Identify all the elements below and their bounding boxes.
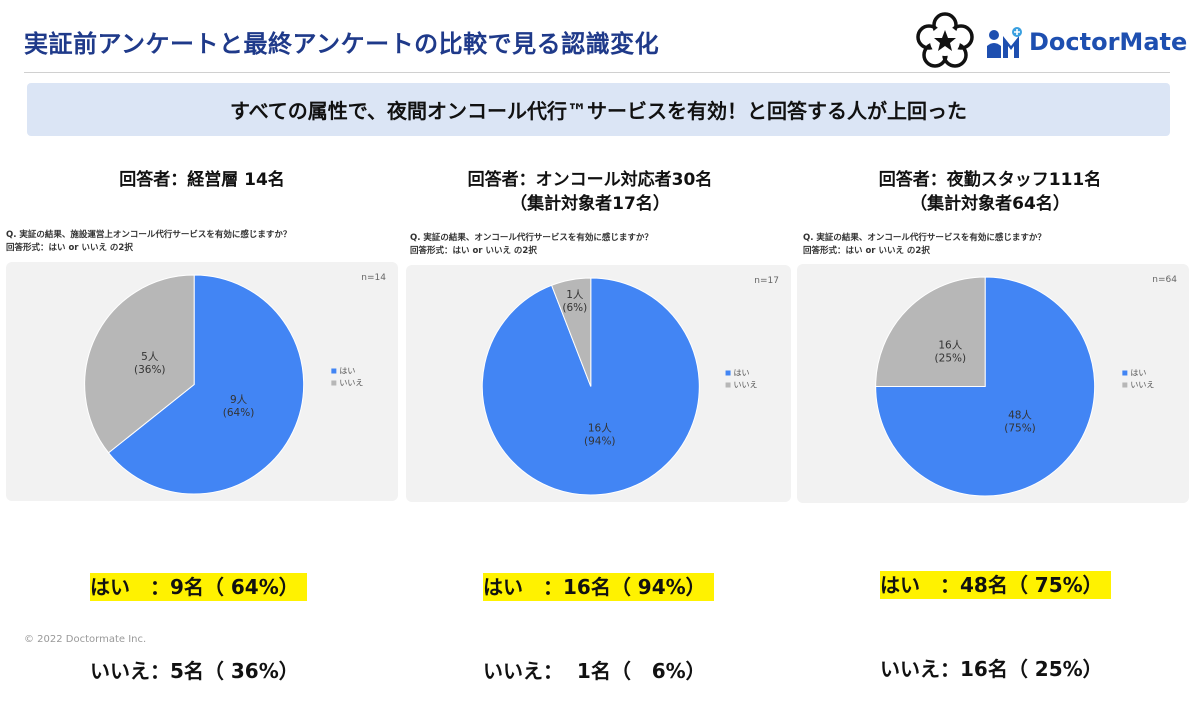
answer-format-text: 回答形式：はい or いいえ の2択 bbox=[6, 243, 133, 253]
result-yes: はい ：48名（ 75%） bbox=[880, 571, 1111, 599]
slice-label: 1人 bbox=[566, 289, 584, 301]
panel-3-results: はい ：48名（ 75%） いいえ：16名（ 25%） bbox=[880, 515, 1111, 711]
slice-label: 16人 bbox=[588, 422, 612, 434]
panel-1-question: Q. 実証の結果、施設運営上オンコール代行サービスを有効に感じますか？ 回答形式… bbox=[6, 229, 291, 255]
legend-swatch bbox=[725, 382, 731, 388]
slice-label: 5人 bbox=[141, 351, 159, 363]
copyright-footer: © 2022 Doctormate Inc. bbox=[24, 634, 147, 645]
panel-3-header: 回答者：夜勤スタッフ111名 （集計対象者64名） bbox=[878, 170, 1102, 214]
result-yes: はい ：9名（ 64%） bbox=[90, 573, 307, 601]
legend-label: はい bbox=[1130, 369, 1146, 378]
panel-1-results: はい ：9名（ 64%） いいえ：5名（ 36%） bbox=[90, 517, 307, 713]
answer-format-text: 回答形式：はい or いいえ の2択 bbox=[803, 246, 930, 256]
sample-size-label: n=17 bbox=[754, 276, 779, 286]
slice-label: 9人 bbox=[230, 394, 248, 406]
pie-slice-はい bbox=[107, 274, 305, 495]
pie-chart-3: 48人 (75%) 16人 (25%) n=64 はいいいえ bbox=[797, 264, 1189, 503]
pie-chart-1: 9人 (64%) 5人 (36%) n=14 はいいいえ bbox=[6, 262, 398, 501]
slice-label: (64%) bbox=[223, 407, 255, 419]
question-text: Q. 実証の結果、オンコール代行サービスを有効に感じますか？ bbox=[410, 233, 653, 243]
legend-swatch bbox=[331, 368, 337, 374]
slice-label: (6%) bbox=[562, 302, 587, 314]
slice-label: 48人 bbox=[1008, 409, 1032, 421]
panel-1-header: 回答者：経営層 14名 bbox=[119, 170, 285, 190]
legend-label: はい bbox=[734, 369, 750, 378]
result-no: いいえ： 1名（ 6%） bbox=[483, 659, 706, 683]
result-no: いいえ：16名（ 25%） bbox=[880, 657, 1103, 681]
legend-swatch bbox=[725, 370, 731, 376]
legend-label: いいえ bbox=[339, 379, 363, 388]
logos: DoctorMate bbox=[915, 12, 1187, 68]
slice-label: (25%) bbox=[935, 353, 967, 365]
pie-slice-いいえ bbox=[550, 277, 592, 387]
legend-swatch bbox=[1122, 382, 1128, 388]
sample-size-label: n=14 bbox=[361, 273, 386, 283]
panel-2-header: 回答者：オンコール対応者30名 （集計対象者17名） bbox=[467, 170, 713, 214]
panel-2-results: はい ：16名（ 94%） いいえ： 1名（ 6%） bbox=[483, 517, 714, 713]
panel-3-question: Q. 実証の結果、オンコール代行サービスを有効に感じますか？ 回答形式：はい o… bbox=[803, 232, 1046, 258]
result-no: いいえ：5名（ 36%） bbox=[90, 659, 299, 683]
question-text: Q. 実証の結果、オンコール代行サービスを有効に感じますか？ bbox=[803, 233, 1046, 243]
pie-chart-2: 16人 (94%) 1人 (6%) n=17 はいいいえ bbox=[406, 265, 791, 502]
summary-banner: すべての属性で、夜間オンコール代行™サービスを有効！と回答する人が上回った bbox=[27, 83, 1170, 136]
result-yes: はい ：16名（ 94%） bbox=[483, 573, 714, 601]
legend-label: いいえ bbox=[1130, 381, 1154, 390]
doctormate-icon bbox=[987, 27, 1022, 58]
flower-emblem-icon bbox=[916, 12, 974, 68]
question-text: Q. 実証の結果、施設運営上オンコール代行サービスを有効に感じますか？ bbox=[6, 230, 292, 240]
legend-label: いいえ bbox=[734, 381, 758, 390]
answer-format-text: 回答形式：はい or いいえ の2択 bbox=[410, 246, 537, 256]
legend-swatch bbox=[331, 380, 337, 386]
slice-label: (94%) bbox=[584, 435, 616, 447]
slice-label: 16人 bbox=[938, 340, 962, 352]
panel-2-question: Q. 実証の結果、オンコール代行サービスを有効に感じますか？ 回答形式：はい o… bbox=[410, 232, 653, 258]
sample-size-label: n=64 bbox=[1152, 275, 1177, 285]
legend-label: はい bbox=[339, 367, 355, 376]
slice-label: (36%) bbox=[134, 364, 166, 376]
legend-swatch bbox=[1122, 370, 1128, 376]
header-divider bbox=[24, 72, 1170, 73]
slice-label: (75%) bbox=[1004, 422, 1036, 434]
page-title: 実証前アンケートと最終アンケートの比較で見る認識変化 bbox=[24, 30, 660, 58]
pie-slice-いいえ bbox=[84, 274, 195, 454]
pie-slice-いいえ bbox=[875, 276, 986, 387]
logo-text: DoctorMate bbox=[1029, 28, 1188, 56]
